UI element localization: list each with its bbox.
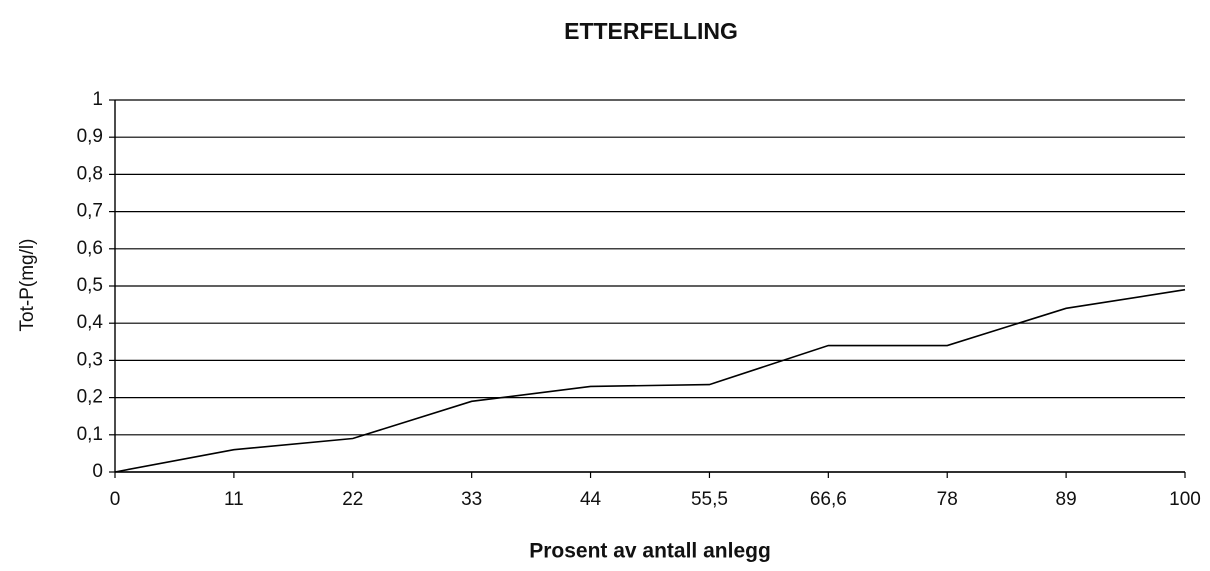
x-tick-label: 44 (580, 489, 602, 510)
y-tick-label: 0,2 (77, 387, 103, 408)
x-tick-label: 55,5 (691, 489, 728, 510)
y-tick-label: 0,1 (77, 424, 103, 445)
y-tick-label: 0,3 (77, 349, 103, 370)
x-tick-label: 33 (461, 489, 482, 510)
x-tick-label: 22 (342, 489, 363, 510)
x-tick-label: 11 (224, 489, 244, 510)
x-tick-label: 66,6 (810, 489, 847, 510)
data-line (114, 288, 1186, 473)
y-tick-label: 0,8 (77, 163, 103, 184)
y-tick-label: 0,9 (77, 126, 103, 147)
y-tick-label: 0,4 (77, 312, 104, 333)
y-tick-label: 0,6 (77, 238, 103, 259)
x-tick-label: 100 (1169, 489, 1201, 510)
chart-title: ETTERFELLING (564, 18, 738, 44)
y-tick-label: 1 (92, 89, 103, 110)
y-axis-title: Tot-P(mg/l) (17, 239, 38, 332)
y-tick-label: 0,7 (77, 201, 103, 222)
x-axis-title: Prosent av antall anlegg (529, 540, 771, 563)
y-tick-label: 0 (92, 461, 103, 482)
x-tick-label: 78 (937, 489, 958, 510)
x-tick-label: 0 (110, 489, 121, 510)
x-tick-label: 89 (1056, 489, 1077, 510)
y-tick-label: 0,5 (77, 275, 103, 296)
